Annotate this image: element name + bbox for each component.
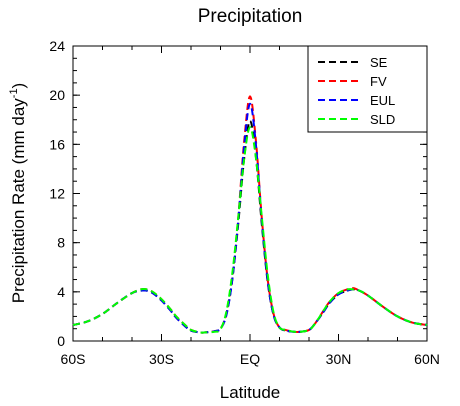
legend: SE FV EUL SLD [307, 45, 428, 133]
y-tick-label: 12 [49, 186, 65, 202]
x-tick-label: 60N [414, 351, 440, 367]
x-tick-labels: 60S 30S EQ 30N 60N [61, 351, 440, 367]
y-tick-label: 0 [57, 333, 65, 349]
y-tick-label: 20 [49, 87, 65, 103]
y-tick-label: 4 [57, 284, 65, 300]
series-line-sld [72, 126, 428, 334]
y-axis-label-superscript: -1 [8, 88, 20, 98]
x-tick-label: 30S [149, 351, 174, 367]
y-tick-label: 24 [49, 38, 65, 54]
y-tick-labels: 0 4 8 12 16 20 24 [49, 38, 65, 349]
y-axis-label-main: Precipitation Rate (mm day [9, 98, 28, 304]
x-tick-label: EQ [240, 351, 260, 367]
y-axis-label: Precipitation Rate (mm day-1) [8, 83, 28, 303]
plot-area: 60S 30S EQ 30N 60N 0 4 8 12 16 20 24 [49, 38, 439, 367]
x-tick-label: 60S [61, 351, 86, 367]
series-line-eul [72, 102, 428, 334]
legend-label-fv: FV [370, 74, 387, 89]
chart-title: Precipitation [198, 6, 303, 27]
legend-items: SE FV EUL SLD [318, 55, 395, 127]
legend-label-sld: SLD [370, 112, 395, 127]
legend-label-eul: EUL [370, 93, 395, 108]
y-tick-label: 16 [49, 136, 65, 152]
legend-label-se: SE [370, 55, 388, 70]
x-tick-label: 30N [326, 351, 352, 367]
y-axis-label-close: ) [9, 83, 28, 89]
x-axis-label: Latitude [220, 383, 281, 402]
series-lines [72, 95, 428, 334]
legend-box [307, 45, 428, 133]
y-tick-label: 8 [57, 235, 65, 251]
